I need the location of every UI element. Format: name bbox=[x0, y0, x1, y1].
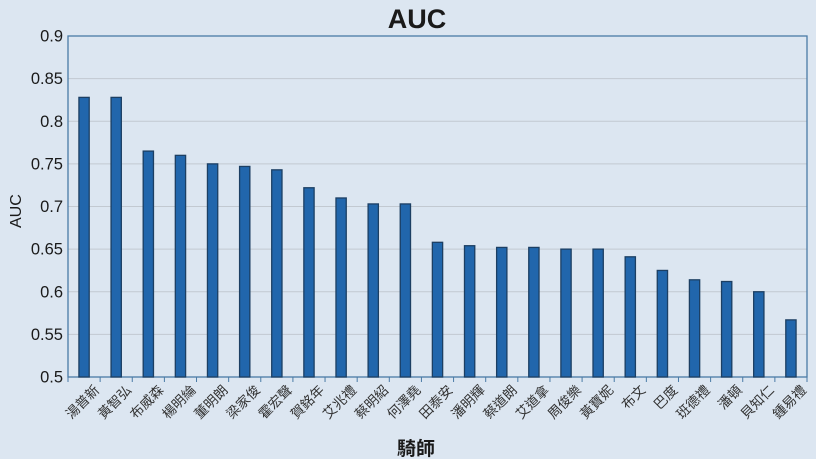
svg-text:鍾易禮: 鍾易禮 bbox=[767, 380, 810, 423]
svg-text:布文: 布文 bbox=[616, 379, 650, 413]
svg-text:董明朗: 董明朗 bbox=[189, 380, 232, 423]
svg-text:布威森: 布威森 bbox=[124, 379, 167, 422]
svg-text:班德禮: 班德禮 bbox=[671, 380, 714, 423]
svg-text:潘明輝: 潘明輝 bbox=[446, 380, 489, 423]
svg-text:0.55: 0.55 bbox=[31, 326, 63, 344]
svg-text:黃智弘: 黃智弘 bbox=[92, 380, 135, 423]
svg-text:楊明綸: 楊明綸 bbox=[157, 379, 200, 422]
svg-text:0.8: 0.8 bbox=[40, 113, 63, 131]
svg-text:田泰安: 田泰安 bbox=[414, 380, 457, 423]
svg-text:貝知仁: 貝知仁 bbox=[735, 380, 778, 423]
svg-text:蔡道朗: 蔡道朗 bbox=[478, 380, 521, 423]
svg-text:0.85: 0.85 bbox=[31, 70, 63, 88]
svg-text:艾兆禮: 艾兆禮 bbox=[317, 380, 360, 423]
svg-text:0.5: 0.5 bbox=[40, 369, 63, 387]
svg-text:霍宏聲: 霍宏聲 bbox=[253, 380, 296, 423]
svg-text:梁家俊: 梁家俊 bbox=[221, 379, 264, 422]
svg-text:黃寶妮: 黃寶妮 bbox=[574, 379, 617, 422]
svg-text:蔡明紹: 蔡明紹 bbox=[349, 380, 392, 423]
svg-text:0.75: 0.75 bbox=[31, 155, 63, 173]
svg-text:賀銘年: 賀銘年 bbox=[285, 380, 328, 423]
svg-text:周俊樂: 周俊樂 bbox=[542, 380, 585, 423]
svg-text:0.65: 0.65 bbox=[31, 241, 63, 259]
svg-text:何澤堯: 何澤堯 bbox=[381, 380, 424, 423]
svg-text:0.7: 0.7 bbox=[40, 198, 63, 216]
svg-text:艾道拿: 艾道拿 bbox=[510, 379, 553, 422]
svg-text:湯普新: 湯普新 bbox=[60, 380, 103, 423]
svg-text:0.6: 0.6 bbox=[40, 283, 63, 301]
